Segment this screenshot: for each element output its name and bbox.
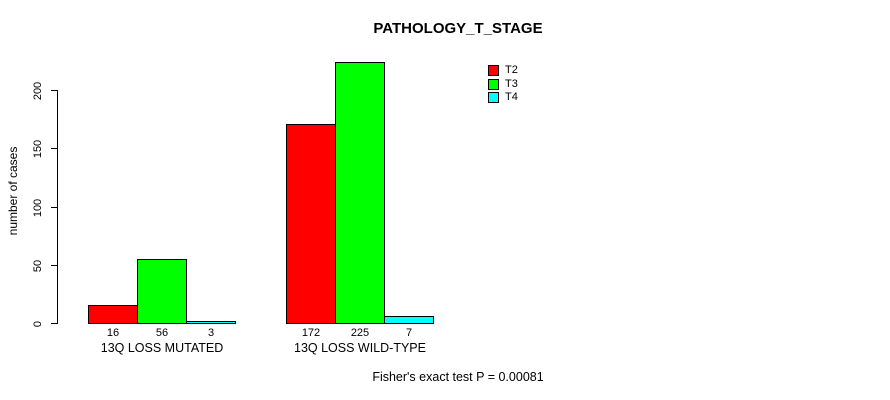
bar-T2-13q-loss-mutated — [88, 305, 138, 324]
y-tick-mark — [51, 323, 58, 324]
y-tick-mark — [51, 148, 58, 149]
bar-value-label: 16 — [106, 327, 120, 339]
category-label: 13Q LOSS MUTATED — [100, 341, 224, 355]
y-tick-mark — [51, 265, 58, 266]
y-tick-label: 100 — [32, 198, 44, 218]
y-tick-label: 150 — [32, 139, 44, 159]
bar-T4-13q-loss-wild-type — [384, 316, 434, 324]
legend-label: T2 — [505, 64, 518, 77]
y-tick-mark — [51, 207, 58, 208]
legend-swatch-t4 — [488, 92, 499, 104]
y-tick-label: 0 — [32, 320, 44, 328]
category-label: 13Q LOSS WILD-TYPE — [294, 341, 426, 355]
bar-value-label: 3 — [207, 327, 215, 339]
y-tick-label: 50 — [32, 259, 44, 273]
bar-value-label: 225 — [350, 327, 370, 339]
legend-label: T3 — [505, 77, 518, 90]
legend-item-t2: T2 — [488, 64, 518, 78]
annotation-text: Fisher's exact test P = 0.00081 — [372, 370, 544, 384]
y-tick-label: 200 — [32, 81, 44, 101]
legend-swatch-t3 — [488, 78, 499, 90]
bar-value-label: 7 — [405, 327, 413, 339]
y-axis-label: number of cases — [6, 146, 20, 236]
bar-T2-13q-loss-wild-type — [286, 124, 336, 324]
y-tick-mark — [51, 90, 58, 91]
chart-title: PATHOLOGY_T_STAGE — [373, 20, 543, 37]
legend: T2 T3 T4 — [488, 64, 518, 105]
y-axis-line — [57, 90, 58, 323]
bar-T4-13q-loss-mutated — [186, 321, 236, 324]
bar-value-label: 56 — [155, 327, 169, 339]
legend-item-t3: T3 — [488, 78, 518, 92]
bar-T3-13q-loss-wild-type — [335, 62, 385, 324]
bar-T3-13q-loss-mutated — [137, 259, 187, 324]
bar-value-label: 172 — [301, 327, 321, 339]
legend-item-t4: T4 — [488, 91, 518, 105]
legend-swatch-t2 — [488, 65, 499, 77]
legend-label: T4 — [505, 91, 518, 104]
